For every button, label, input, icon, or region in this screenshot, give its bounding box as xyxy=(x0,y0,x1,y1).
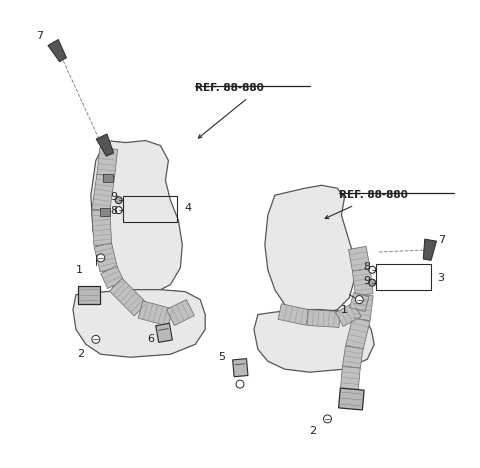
Text: 1: 1 xyxy=(341,305,348,314)
Polygon shape xyxy=(265,185,354,314)
Polygon shape xyxy=(78,285,100,304)
Polygon shape xyxy=(48,39,66,62)
Circle shape xyxy=(369,279,376,286)
Text: 7: 7 xyxy=(36,31,43,41)
Polygon shape xyxy=(103,175,113,183)
Polygon shape xyxy=(233,358,248,377)
Polygon shape xyxy=(254,309,374,372)
Circle shape xyxy=(92,336,100,344)
Text: 2: 2 xyxy=(309,426,316,436)
Circle shape xyxy=(369,266,376,273)
Polygon shape xyxy=(109,278,147,316)
Polygon shape xyxy=(96,134,114,156)
Circle shape xyxy=(115,197,122,204)
Text: 1: 1 xyxy=(75,265,83,275)
Circle shape xyxy=(97,254,105,262)
Text: 7: 7 xyxy=(438,235,445,245)
Polygon shape xyxy=(346,317,370,350)
Text: REF. 88-880: REF. 88-880 xyxy=(195,83,264,93)
Polygon shape xyxy=(349,292,369,312)
Text: 4: 4 xyxy=(185,203,192,213)
Polygon shape xyxy=(101,266,124,288)
Polygon shape xyxy=(352,293,373,321)
Circle shape xyxy=(355,296,363,304)
Text: 5: 5 xyxy=(218,352,226,362)
Text: 8: 8 xyxy=(110,206,117,216)
Text: 3: 3 xyxy=(437,273,444,283)
Text: 2: 2 xyxy=(77,349,84,359)
Polygon shape xyxy=(336,303,361,327)
Polygon shape xyxy=(340,366,360,390)
Polygon shape xyxy=(92,210,112,245)
Text: 6: 6 xyxy=(147,334,154,344)
Polygon shape xyxy=(91,140,182,295)
Circle shape xyxy=(115,207,122,213)
Text: 9: 9 xyxy=(110,192,117,202)
Polygon shape xyxy=(156,323,172,343)
Polygon shape xyxy=(352,269,373,296)
Text: REF. 88-880: REF. 88-880 xyxy=(339,190,408,200)
Polygon shape xyxy=(73,290,205,357)
Polygon shape xyxy=(138,301,173,326)
Text: 9: 9 xyxy=(364,276,371,286)
Polygon shape xyxy=(97,147,118,176)
Polygon shape xyxy=(278,304,309,325)
Polygon shape xyxy=(94,243,118,272)
Bar xyxy=(123,196,178,222)
Text: 8: 8 xyxy=(364,262,371,272)
Circle shape xyxy=(236,380,244,388)
Bar xyxy=(376,264,431,290)
Polygon shape xyxy=(343,346,363,368)
Circle shape xyxy=(324,415,332,423)
Polygon shape xyxy=(348,246,370,271)
Polygon shape xyxy=(307,309,340,328)
Polygon shape xyxy=(100,208,110,216)
Polygon shape xyxy=(338,388,364,410)
Polygon shape xyxy=(167,300,194,326)
Polygon shape xyxy=(423,239,436,260)
Polygon shape xyxy=(92,174,115,212)
